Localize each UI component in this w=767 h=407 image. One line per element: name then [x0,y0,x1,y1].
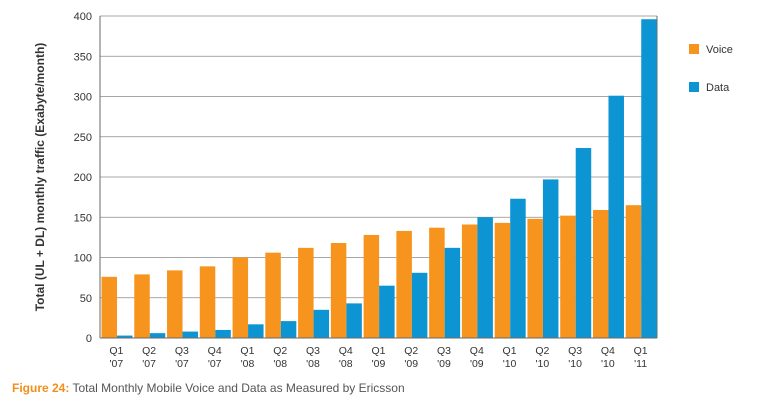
x-tick-label-quarter: Q2 [142,345,156,357]
bar-voice [396,230,412,338]
x-tick-label-quarter: Q3 [175,345,189,357]
bar-data [215,329,231,338]
y-tick-label: 200 [74,172,92,184]
bar-data [510,198,526,338]
bar-data [411,272,428,338]
x-tick-label-year: '09 [404,358,418,370]
y-tick-label: 0 [86,333,92,345]
x-tick-label-year: '07 [175,358,189,370]
bar-voice [560,215,576,338]
bar-voice [461,224,478,338]
y-tick-label: 350 [74,51,92,63]
legend-swatch-voice [689,44,699,54]
bar-voice [625,205,642,338]
bar-voice [101,276,117,338]
legend-label-data: Data [706,82,730,94]
x-tick-label-year: '08 [306,358,320,370]
bar-data [313,309,330,338]
x-tick-label-quarter: Q4 [339,345,353,357]
bar-data [117,335,133,338]
x-tick-label-year: '07 [208,358,222,370]
x-tick-label-year: '07 [142,358,156,370]
x-tick-label-quarter: Q2 [404,345,418,357]
x-tick-label-quarter: Q2 [535,345,549,357]
x-tick-label-year: '10 [568,358,582,370]
legend-label-voice: Voice [706,44,733,56]
x-tick-label-quarter: Q4 [208,345,222,357]
y-tick-label: 50 [80,293,92,305]
bar-voice [527,218,543,338]
bar-voice [494,222,511,338]
x-tick-label-quarter: Q1 [240,345,254,357]
bar-voice [429,227,445,338]
bar-voice [134,274,150,338]
bar-data [149,333,166,338]
y-tick-label: 150 [74,212,92,224]
bar-data [280,321,297,338]
x-tick-label-year: '09 [470,358,484,370]
bar-voice [232,257,249,338]
figure-caption-label: Figure 24: [12,381,70,395]
x-tick-label-quarter: Q4 [470,345,484,357]
bar-voice [167,270,183,338]
x-tick-label-year: '09 [372,358,386,370]
bar-data [379,285,395,338]
y-tick-label: 400 [74,11,92,23]
bar-data [444,247,461,338]
legend-swatch-data [689,82,699,92]
x-tick-label-quarter: Q1 [634,345,648,357]
bar-voice [363,234,380,338]
x-tick-label-year: '10 [503,358,517,370]
y-tick-label: 100 [74,253,92,265]
bar-voice [265,252,281,338]
figure-caption: Figure 24: Total Monthly Mobile Voice an… [12,381,405,395]
x-tick-label-quarter: Q3 [437,345,451,357]
bar-data [477,217,493,338]
bar-data [641,19,657,338]
y-tick-label: 250 [74,132,92,144]
bar-data [542,179,559,338]
x-tick-label-year: '08 [273,358,287,370]
bar-data [346,303,362,338]
bar-voice [199,266,216,338]
bar-data [248,324,264,338]
x-tick-label-quarter: Q3 [306,345,320,357]
bar-voice [330,243,347,338]
y-tick-label: 300 [74,92,92,104]
x-tick-label-quarter: Q3 [568,345,582,357]
figure-caption-text: Total Monthly Mobile Voice and Data as M… [72,381,405,395]
x-tick-label-quarter: Q4 [601,345,615,357]
y-axis-title: Total (UL + DL) monthly traffic (Exabyte… [33,43,47,312]
x-tick-label-year: '11 [634,358,647,370]
x-tick-label-quarter: Q2 [273,345,287,357]
x-tick-label-year: '08 [241,358,255,370]
x-tick-label-quarter: Q1 [503,345,517,357]
x-tick-label-year: '10 [535,358,549,370]
x-tick-label-quarter: Q1 [371,345,385,357]
bar-data [182,331,199,338]
bar-data [608,95,624,338]
x-tick-label-year: '09 [437,358,451,370]
bar-voice [592,210,609,338]
x-tick-label-year: '08 [339,358,353,370]
bar-voice [298,247,314,338]
x-tick-label-quarter: Q1 [109,345,123,357]
bar-data [575,148,592,338]
x-tick-label-year: '10 [601,358,615,370]
x-tick-label-year: '07 [110,358,124,370]
